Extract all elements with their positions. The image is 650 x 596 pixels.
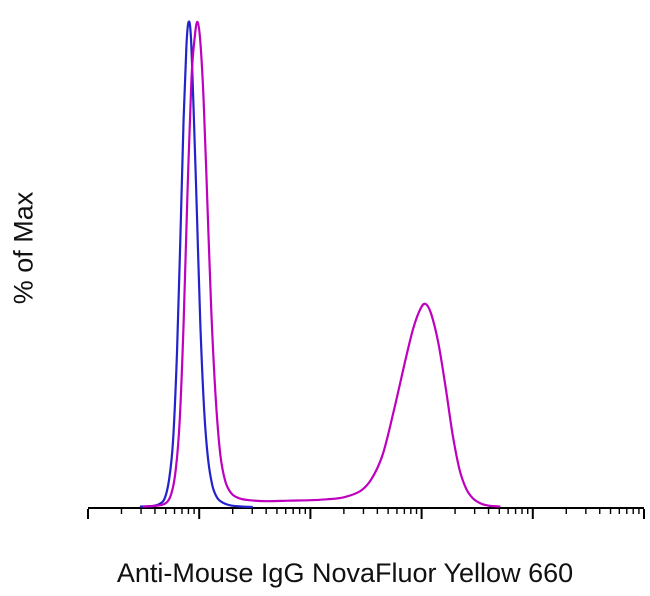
blue-histogram (139, 20, 254, 509)
magenta-histogram (142, 20, 501, 508)
x-axis-label: Anti-Mouse IgG NovaFluor Yellow 660 (116, 558, 574, 588)
